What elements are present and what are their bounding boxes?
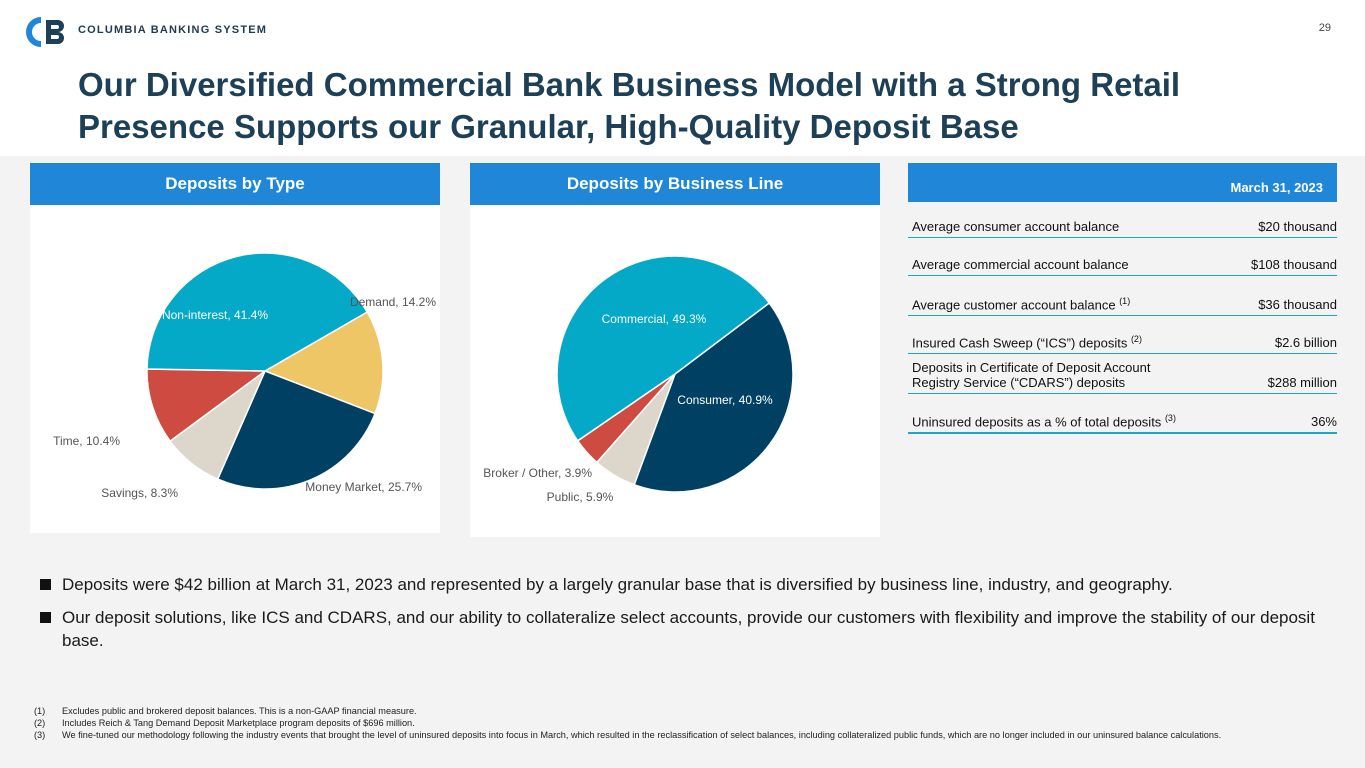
brand-name: COLUMBIA BANKING SYSTEM [78, 24, 268, 36]
page-number: 29 [1318, 22, 1331, 34]
footnote: (2) Includes Reich & Tang Demand Deposit … [34, 717, 1344, 729]
table-header: March 31, 2023 [908, 163, 1337, 202]
bullet-item: Deposits were $42 billion at March 31, 2… [40, 573, 1330, 596]
row-label-text: Deposits in Certificate of Deposit Accou… [912, 360, 1151, 390]
row-label-text: Average commercial account balance [912, 257, 1129, 272]
pie-slice-label: Savings, 8.3% [101, 486, 178, 500]
pie-slice-label: Demand, 14.2% [350, 295, 436, 309]
pie-slice-label: Broker / Other, 3.9% [483, 466, 592, 480]
pie-slice-label: Public, 5.9% [547, 490, 614, 504]
pie-slice [216, 370, 377, 490]
row-label: Average commercial account balance [912, 257, 1129, 272]
table-row: Average commercial account balance $108 t… [908, 238, 1337, 276]
bullet-square-icon [40, 612, 51, 623]
pie-slice [146, 252, 369, 372]
row-footnote-ref: (3) [1164, 412, 1176, 423]
row-label-text: Uninsured deposits as a % of total depos… [912, 414, 1162, 429]
pie-slice-label: Non-interest, 41.4% [162, 308, 268, 322]
footnote-number: (3) [34, 730, 46, 740]
footnote-number: (2) [34, 718, 46, 728]
columbia-logo-icon [26, 17, 64, 47]
bullet-square-icon [40, 579, 51, 590]
row-value: 36% [1310, 414, 1337, 429]
table-row: Average customer account balance (1) $36 … [908, 276, 1337, 316]
pie-slice-label: Time, 10.4% [53, 434, 120, 448]
footnote: (3) We fine-tuned our methodology followi… [34, 729, 1344, 741]
row-label-text: Average consumer account balance [912, 219, 1120, 234]
row-label: Deposits in Certificate of Deposit Accou… [912, 360, 1192, 390]
row-footnote-ref: (1) [1119, 295, 1131, 306]
table-row: Uninsured deposits as a % of total depos… [908, 394, 1337, 434]
footnote-text: Excludes public and brokered deposit bal… [62, 706, 417, 716]
header-area: COLUMBIA BANKING SYSTEM 29 Our Diversifi… [0, 0, 1365, 156]
row-label: Average consumer account balance [912, 219, 1119, 234]
row-value: $36 thousand [1258, 297, 1337, 312]
pie-slice-label: Money Market, 25.7% [305, 480, 422, 494]
deposits-by-business-line-panel: Deposits by Business Line Consumer, 40.9… [470, 163, 880, 537]
row-label-text: Average customer account balance [912, 297, 1116, 312]
row-footnote-ref: (2) [1130, 333, 1142, 344]
footnote-number: (1) [34, 706, 46, 716]
row-label: Uninsured deposits as a % of total depos… [912, 411, 1176, 429]
pie-slice [633, 301, 794, 493]
row-value: $288 million [1267, 375, 1337, 390]
row-label-text: Insured Cash Sweep (“ICS”) deposits [912, 335, 1128, 350]
table-row: Average consumer account balance $20 thou… [908, 202, 1337, 238]
footnote-text: Includes Reich & Tang Demand Deposit Mar… [62, 718, 415, 728]
row-label: Insured Cash Sweep (“ICS”) deposits (2) [912, 332, 1142, 350]
row-value: $108 thousand [1250, 257, 1337, 272]
table-row: Deposits in Certificate of Deposit Accou… [908, 354, 1337, 394]
deposits-by-type-title: Deposits by Type [30, 163, 440, 205]
table-row: Insured Cash Sweep (“ICS”) deposits (2) $… [908, 316, 1337, 354]
bullet-list: Deposits were $42 billion at March 31, 2… [40, 573, 1330, 662]
page-title: Our Diversified Commercial Bank Business… [78, 66, 1181, 145]
bullet-text: Our deposit solutions, like ICS and CDAR… [62, 608, 1315, 650]
row-value: $2.6 billion [1274, 335, 1337, 350]
deposits-by-business-line-pie: Consumer, 40.9% Public, 5.9% Broker / Othe… [483, 255, 794, 504]
pie-slice [556, 255, 771, 442]
pie-slice [263, 310, 384, 415]
deposits-by-type-pie: Demand, 14.2% Money Market, 25.7% Savings,… [53, 252, 436, 500]
bullet-item: Our deposit solutions, like ICS and CDAR… [40, 606, 1330, 652]
bullet-text: Deposits were $42 billion at March 31, 2… [62, 575, 1173, 594]
deposits-by-business-line-title: Deposits by Business Line [470, 163, 880, 205]
deposit-metrics-table: March 31, 2023 Average consumer account … [908, 163, 1337, 434]
pie-slice-label: Commercial, 49.3% [602, 312, 707, 326]
footnote-text: We fine-tuned our methodology following … [62, 730, 1222, 740]
row-value: $20 thousand [1258, 219, 1337, 234]
row-label: Average customer account balance (1) [912, 294, 1130, 312]
pie-slice [146, 368, 268, 443]
pie-slice-label: Consumer, 40.9% [677, 393, 773, 407]
footnote: (1) Excludes public and brokered deposit … [34, 705, 1344, 717]
footnotes: (1) Excludes public and brokered deposit … [34, 705, 1344, 741]
deposits-by-type-panel: Deposits by Type Demand, 14.2% Money Mark… [30, 163, 440, 533]
